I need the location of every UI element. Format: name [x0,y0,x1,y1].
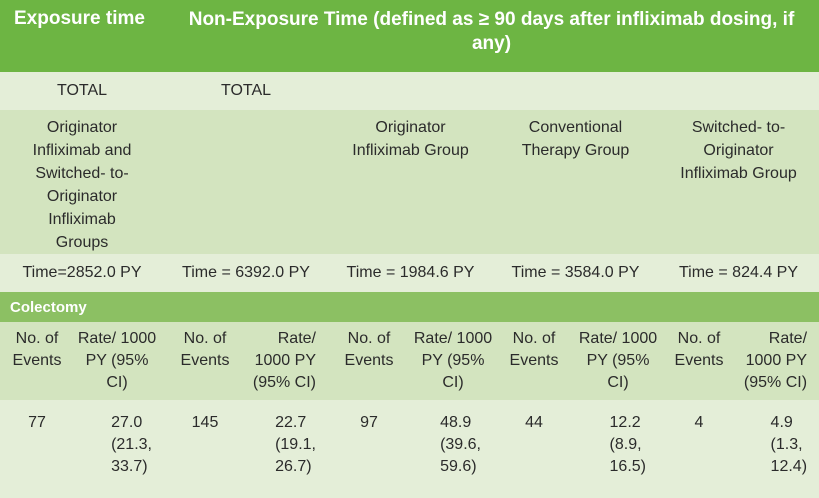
header-row: Exposure time Non-Exposure Time (defined… [0,0,819,72]
rate-value: 22.7 (19.1, 26.7) [246,400,328,498]
rate-estimate: 22.7 [275,414,307,431]
rate-header-text: Rate/ 1000 PY (95% CI) [743,330,808,391]
events-header-text: No. of Events [180,330,230,369]
events-value: 4 [658,400,740,498]
ci-upper: 26.7) [275,458,312,475]
rate-header-text: Rate/ 1000 PY (95% CI) [77,330,157,391]
rate-estimate: 48.9 [440,414,472,431]
originator-group-label: Originator Infliximab Group [328,110,493,254]
ci-lower: (19.1, [275,436,316,453]
originator-time-value: Time = 1984.6 PY [328,254,493,292]
events-header: No. of Events [493,322,575,400]
rate-header: Rate/ 1000 PY (95% CI) [74,322,164,400]
total-non-exposure-time-value: Time = 6392.0 PY [164,254,328,292]
ci-upper: 12.4) [770,458,808,475]
events-value: 44 [493,400,575,498]
rate-estimate: 27.0 [111,414,143,431]
total-non-exposure-group-label [164,110,328,254]
rate-header-text: Rate/ 1000 PY (95% CI) [413,330,493,391]
exposure-total-label: TOTAL [0,72,164,110]
exposure-time-header: Exposure time [0,0,164,72]
rate-header: Rate/ 1000 PY (95% CI) [740,322,819,400]
conventional-group-label: Conventional Therapy Group [493,110,658,254]
conventional-group-text: Conventional Therapy Group [521,119,630,159]
ci-upper: 59.6) [440,458,477,475]
conventional-time-value: Time = 3584.0 PY [493,254,658,292]
originator-group-text: Originator Infliximab Group [352,119,469,159]
times-row: Time=2852.0 PY Time = 6392.0 PY Time = 1… [0,254,819,292]
groups-row: Originator Infliximab and Switched- to- … [0,110,819,254]
colectomy-values-row: 77 27.0 (21.3, 33.7) 145 22.7 (19.1, 26.… [0,400,819,498]
ci-lower: (8.9, [609,436,642,453]
non-exposure-time-header: Non-Exposure Time (defined as ≥ 90 days … [164,0,819,72]
ci-upper: 16.5) [609,458,646,475]
rate-header: Rate/ 1000 PY (95% CI) [575,322,658,400]
rate-header-text: Rate/ 1000 PY (95% CI) [252,330,316,391]
ci-lower: (1.3, [770,436,803,453]
events-header: No. of Events [0,322,74,400]
events-header-text: No. of Events [344,330,394,369]
rate-value: 12.2 (8.9, 16.5) [575,400,658,498]
colectomy-section-label: Colectomy [0,292,819,322]
section-row: Colectomy [0,292,819,322]
ci-lower: (21.3, [111,436,152,453]
events-header-text: No. of Events [674,330,724,369]
rate-value: 4.9 (1.3, 12.4) [740,400,819,498]
switched-time-value: Time = 824.4 PY [658,254,819,292]
ci-upper: 33.7) [111,458,148,475]
column-header-row: No. of Events Rate/ 1000 PY (95% CI) No.… [0,322,819,400]
rate-ci-block: 48.9 (39.6, 59.6) [440,412,481,478]
rate-ci-block: 12.2 (8.9, 16.5) [610,412,646,478]
events-value: 97 [328,400,410,498]
events-header-text: No. of Events [12,330,62,369]
non-exposure-total-label: TOTAL [164,72,328,110]
totals-empty-cell [328,72,819,110]
exposure-group-text: Originator Infliximab and Switched- to- … [32,119,132,251]
rate-header: Rate/ 1000 PY (95% CI) [246,322,328,400]
events-header: No. of Events [658,322,740,400]
switched-group-text: Switched- to- Originator Infliximab Grou… [680,119,797,182]
rate-ci-block: 4.9 (1.3, 12.4) [771,412,807,478]
rate-header: Rate/ 1000 PY (95% CI) [410,322,493,400]
events-value: 145 [164,400,246,498]
events-header: No. of Events [164,322,246,400]
events-header-text: No. of Events [509,330,559,369]
switched-group-label: Switched- to- Originator Infliximab Grou… [658,110,819,254]
ci-lower: (39.6, [440,436,481,453]
totals-row: TOTAL TOTAL [0,72,819,110]
rate-value: 48.9 (39.6, 59.6) [410,400,493,498]
rate-estimate: 12.2 [609,414,641,431]
exposure-time-value: Time=2852.0 PY [0,254,164,292]
rate-header-text: Rate/ 1000 PY (95% CI) [578,330,658,391]
rate-estimate: 4.9 [770,414,793,431]
events-value: 77 [0,400,74,498]
rate-ci-block: 27.0 (21.3, 33.7) [111,412,152,478]
events-header: No. of Events [328,322,410,400]
exposure-group-label: Originator Infliximab and Switched- to- … [0,110,164,254]
rate-value: 27.0 (21.3, 33.7) [74,400,164,498]
rate-ci-block: 22.7 (19.1, 26.7) [275,412,316,478]
